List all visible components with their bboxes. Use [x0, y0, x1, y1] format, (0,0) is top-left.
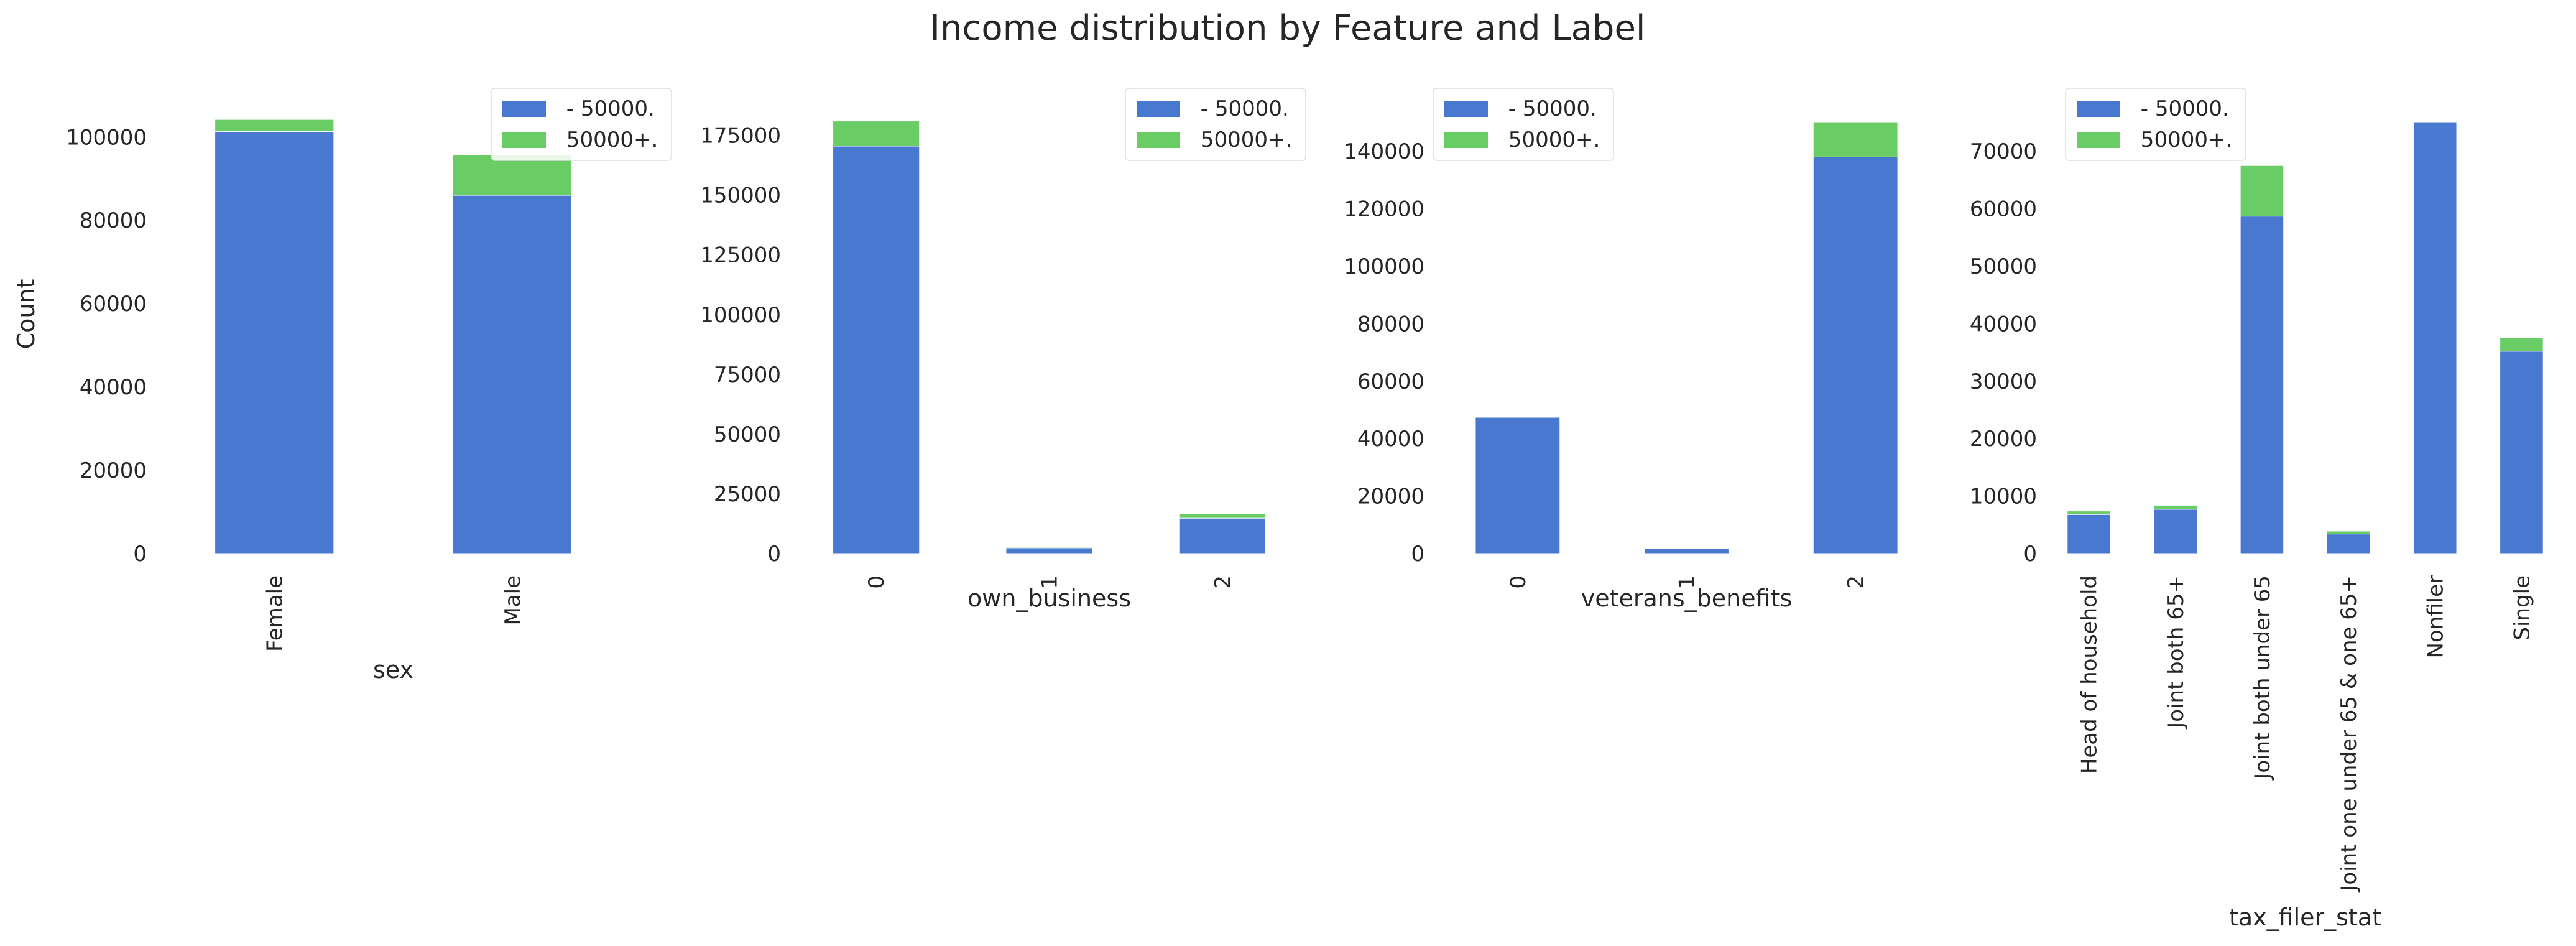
legend-label: 50000+.: [560, 128, 658, 152]
y-tick-label: 0: [767, 542, 781, 567]
y-tick-label: 20000: [1357, 485, 1424, 509]
bar-low-2: [1812, 156, 1898, 554]
bar-high-joint-one-under-65-one-65-: [2326, 531, 2371, 535]
bar-low-0: [833, 146, 920, 554]
legend-label: - 50000.: [1194, 96, 1289, 121]
legend-swatch-high: [2077, 132, 2120, 148]
y-tick-label: 60000: [1970, 197, 2037, 222]
bar-low-head-of-household: [2067, 514, 2111, 554]
subplot-sex: 0 20000 40000 60000 80000 100000 Female Male sex…: [66, 88, 672, 684]
y-tick-label: 0: [2023, 542, 2037, 567]
x-tick-label: Nonfiler: [2423, 575, 2448, 659]
legend-swatch-high: [1444, 132, 1488, 148]
x-tick-label: 2: [1844, 575, 1868, 589]
legend-label: 50000+.: [1502, 128, 1600, 152]
x-axis-label: sex: [373, 656, 413, 684]
bar-high-single: [2500, 337, 2544, 352]
x-tick-label: Female: [262, 575, 287, 652]
y-tick-label: 125000: [700, 243, 781, 268]
y-tick-label: 80000: [80, 208, 147, 233]
y-tick-label: 70000: [1970, 139, 2037, 164]
y-tick-label: 25000: [714, 482, 781, 507]
x-tick-label: Single: [2509, 575, 2534, 641]
subplot-own_business: 0 25000 50000 75000 100000 125000 150000 175000…: [700, 88, 1306, 612]
legend-label: 50000+.: [2134, 128, 2232, 152]
y-tick-label: 60000: [1357, 369, 1424, 394]
y-tick-label: 75000: [714, 363, 781, 387]
y-tick-label: 150000: [700, 183, 781, 208]
figure-title: Income distribution by Feature and Label: [930, 8, 1646, 49]
y-tick-label: 40000: [1970, 312, 2037, 336]
legend: - 50000. 50000+.: [491, 88, 672, 161]
bar-low-2: [1178, 517, 1266, 554]
y-tick-label: 10000: [1970, 485, 2037, 509]
bar-low-joint-one-under-65-one-65-: [2326, 534, 2371, 554]
y-tick-label: 120000: [1344, 197, 1424, 222]
x-tick-label: Joint both 65+: [2164, 575, 2189, 730]
y-tick-label: 100000: [66, 125, 147, 150]
bar-high-joint-both-65-: [2153, 504, 2198, 510]
bar-high-female: [215, 119, 335, 132]
bar-high-2: [1178, 513, 1266, 519]
legend-swatch-high: [1137, 132, 1180, 148]
subplot-tax_filer_stat: 0 10000 20000 30000 40000 50000 60000 70000 Head…: [1970, 88, 2544, 931]
y-tick-label: 60000: [80, 292, 147, 317]
y-tick-label: 20000: [1970, 427, 2037, 452]
legend-label: - 50000.: [2134, 96, 2229, 121]
x-tick-label: 0: [864, 575, 889, 589]
x-tick-label: 1: [1675, 575, 1700, 589]
legend: - 50000. 50000+.: [1125, 88, 1306, 161]
bar-low-joint-both-under-65: [2240, 216, 2284, 554]
y-axis-label: Count: [12, 279, 40, 350]
bar-low-single: [2500, 351, 2544, 554]
legend-swatch-low: [1137, 101, 1180, 117]
legend: - 50000. 50000+.: [2065, 88, 2246, 161]
bar-low-0: [1475, 417, 1561, 554]
y-tick-label: 175000: [700, 124, 781, 149]
bar-low-nonfiler: [2412, 121, 2457, 554]
x-tick-label: 1: [1038, 575, 1063, 589]
x-tick-label: Male: [501, 575, 525, 626]
legend-label: - 50000.: [560, 96, 655, 121]
bar-low-joint-both-65-: [2153, 509, 2198, 554]
bar-high-0: [833, 121, 920, 147]
legend-label: 50000+.: [1194, 128, 1292, 152]
legend-label: - 50000.: [1502, 96, 1597, 121]
x-tick-label: 2: [1211, 575, 1235, 589]
legend-swatch-low: [2077, 101, 2120, 117]
y-tick-label: 100000: [1344, 254, 1424, 279]
legend-swatch-high: [502, 132, 546, 148]
y-tick-label: 50000: [714, 422, 781, 447]
bar-high-2: [1812, 121, 1898, 157]
x-tick-label: Joint one under 65 & one 65+: [2337, 575, 2361, 893]
y-tick-label: 30000: [1970, 369, 2037, 394]
y-tick-label: 100000: [700, 303, 781, 328]
bar-low-male: [452, 195, 572, 554]
bar-low-female: [215, 131, 335, 554]
y-tick-label: 0: [133, 542, 147, 567]
x-axis-label: veterans_benefits: [1581, 585, 1793, 612]
y-tick-label: 140000: [1344, 139, 1424, 164]
subplot-veterans_benefits: 0 20000 40000 60000 80000 100000 120000 140000 0…: [1344, 88, 1898, 612]
x-axis-label: tax_filer_stat: [2229, 904, 2381, 931]
bar-high-joint-both-under-65: [2240, 165, 2284, 217]
legend-swatch-low: [1444, 101, 1488, 117]
y-tick-label: 20000: [80, 458, 147, 483]
y-tick-label: 0: [1411, 542, 1424, 567]
y-tick-label: 80000: [1357, 312, 1424, 336]
bar-low-1: [1644, 548, 1729, 554]
legend: - 50000. 50000+.: [1433, 88, 1614, 161]
y-tick-label: 40000: [1357, 427, 1424, 452]
x-tick-label: 0: [1506, 575, 1531, 589]
bar-low-1: [1005, 547, 1093, 554]
y-tick-label: 40000: [80, 375, 147, 400]
x-tick-label: Joint both under 65: [2250, 575, 2275, 781]
y-tick-label: 50000: [1970, 254, 2037, 279]
legend-swatch-low: [502, 101, 546, 117]
bar-high-head-of-household: [2067, 511, 2111, 515]
bar-high-male: [452, 154, 572, 196]
x-axis-label: own_business: [967, 585, 1131, 612]
x-tick-label: Head of household: [2077, 575, 2102, 774]
